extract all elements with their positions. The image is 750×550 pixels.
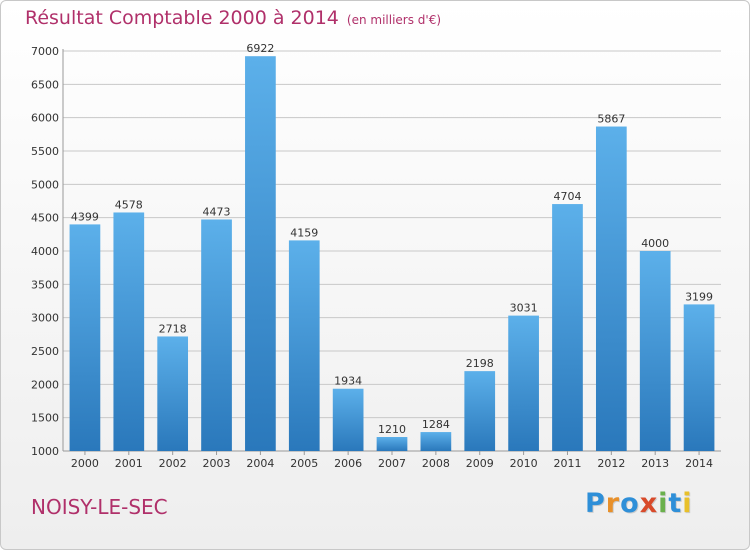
- logo-letter: i: [682, 488, 693, 519]
- bar-value-label: 5867: [597, 113, 625, 126]
- y-tick-label: 1500: [31, 412, 59, 425]
- y-tick-label: 4000: [31, 245, 59, 258]
- y-tick-label: 6000: [31, 112, 59, 125]
- bar-value-label: 4473: [203, 205, 231, 218]
- bar-value-label: 3199: [685, 290, 713, 303]
- x-tick-label: 2009: [466, 457, 494, 470]
- logo-letter: t: [668, 488, 683, 519]
- bar: [201, 219, 232, 451]
- bar: [288, 240, 320, 451]
- y-tick-label: 6500: [31, 78, 59, 91]
- y-tick-label: 7000: [31, 45, 59, 58]
- bar: [245, 56, 276, 451]
- x-tick-label: 2007: [378, 457, 406, 470]
- y-tick-label: 4500: [31, 212, 59, 225]
- bar: [639, 251, 671, 451]
- x-tick-label: 2010: [510, 457, 538, 470]
- bar: [157, 336, 189, 451]
- x-tick-label: 2001: [115, 457, 143, 470]
- logo-letter: r: [605, 488, 621, 519]
- x-tick-label: 2013: [641, 457, 669, 470]
- bar: [595, 126, 627, 452]
- proxiti-logo: Proxiti: [585, 488, 693, 519]
- y-tick-label: 3500: [31, 278, 59, 291]
- bar-value-label: 4000: [641, 237, 669, 250]
- logo-letter: P: [585, 488, 606, 519]
- x-tick-label: 2008: [422, 457, 450, 470]
- bar-value-label: 3031: [510, 302, 538, 315]
- bar: [552, 204, 583, 451]
- bar: [508, 315, 539, 451]
- bar: [376, 437, 408, 451]
- logo-letter: i: [658, 488, 669, 519]
- bar-value-label: 1284: [422, 418, 450, 431]
- bar-value-label: 1934: [334, 375, 362, 388]
- bar: [464, 371, 496, 451]
- bar-value-label: 4704: [553, 190, 581, 203]
- bar: [683, 304, 715, 451]
- y-tick-label: 2000: [31, 378, 59, 391]
- bar: [332, 388, 364, 451]
- x-tick-label: 2000: [71, 457, 99, 470]
- x-tick-label: 2006: [334, 457, 362, 470]
- bar-value-label: 2718: [159, 322, 187, 335]
- x-tick-label: 2004: [246, 457, 274, 470]
- title-text: Résultat Comptable 2000 à 2014: [25, 7, 339, 29]
- y-tick-label: 5500: [31, 145, 59, 158]
- chart-title: Résultat Comptable 2000 à 2014 (en millie…: [25, 7, 441, 29]
- bar-value-label: 4399: [71, 210, 99, 223]
- bar: [69, 224, 101, 451]
- x-tick-label: 2012: [597, 457, 625, 470]
- bar-value-label: 1210: [378, 423, 406, 436]
- bar-value-label: 4578: [115, 198, 143, 211]
- bar: [113, 212, 145, 451]
- x-tick-label: 2005: [290, 457, 318, 470]
- y-tick-label: 1000: [31, 445, 59, 458]
- x-tick-label: 2011: [553, 457, 581, 470]
- bar-value-label: 4159: [290, 226, 318, 239]
- y-tick-label: 3000: [31, 312, 59, 325]
- x-tick-label: 2003: [203, 457, 231, 470]
- bar-value-label: 2198: [466, 357, 494, 370]
- x-tick-label: 2014: [685, 457, 713, 470]
- x-tick-label: 2002: [159, 457, 187, 470]
- city-name: NOISY-LE-SEC: [31, 495, 168, 519]
- bar: [420, 432, 452, 451]
- y-tick-label: 2500: [31, 345, 59, 358]
- logo-letter: x: [639, 488, 659, 519]
- logo-letter: o: [620, 488, 640, 519]
- y-tick-label: 5000: [31, 178, 59, 191]
- chart-subtitle: (en milliers d'€): [346, 13, 442, 27]
- bar-value-label: 6922: [246, 42, 274, 55]
